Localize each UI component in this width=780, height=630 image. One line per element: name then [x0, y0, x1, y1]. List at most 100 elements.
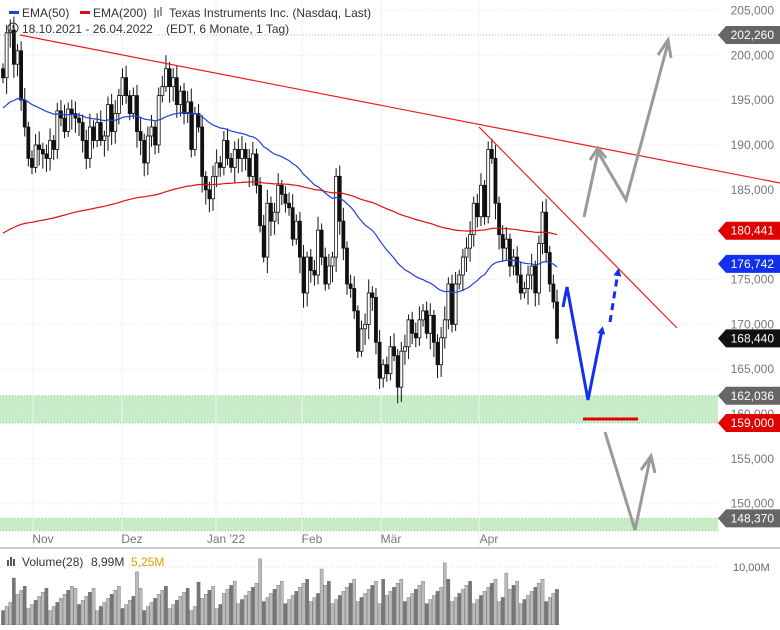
candle [323, 247, 328, 291]
candle-body [37, 144, 42, 150]
volume-bar [519, 603, 523, 626]
candle [384, 356, 389, 382]
candle-body [174, 77, 179, 105]
volume-bar [229, 585, 233, 626]
volume-bar [19, 590, 23, 626]
volume-bar [555, 589, 559, 626]
candle-body [308, 256, 313, 271]
candle [30, 150, 34, 175]
candle [240, 135, 244, 172]
candle [442, 306, 447, 349]
candle-body [145, 135, 150, 164]
volume-bar [95, 610, 99, 626]
candle [283, 186, 288, 213]
candle-body [33, 144, 38, 168]
candle [330, 251, 335, 283]
volume-legend-value: 8,99M [91, 555, 124, 569]
candle [489, 138, 494, 164]
candle [551, 274, 556, 309]
y-tick-label: 195,000 [731, 93, 775, 107]
candle [211, 165, 215, 211]
volume-bar [59, 598, 63, 626]
candle [468, 221, 472, 262]
x-tick-label: Jan '22 [207, 532, 246, 546]
candle [475, 193, 480, 228]
candle [417, 306, 422, 346]
candle [40, 142, 45, 169]
candle-body [142, 140, 147, 164]
candle [229, 153, 234, 173]
candle-body [479, 184, 483, 218]
timezone-label: (EDT, 6 Monate, 1 Tag) [166, 22, 289, 36]
candle-body [377, 341, 382, 379]
candle-body [124, 77, 129, 97]
candle-body [475, 202, 480, 218]
candle [88, 113, 92, 168]
candle [138, 118, 143, 156]
candle-body [127, 95, 132, 114]
candle-body [450, 283, 454, 325]
candle [51, 135, 56, 161]
candle-body [189, 101, 194, 150]
short-term-downtrend-line [478, 126, 678, 329]
period-label: 18.10.2021 - 26.04.2022 [22, 22, 153, 36]
candle [160, 75, 165, 103]
candle-body [153, 126, 157, 146]
volume-bar [544, 601, 548, 626]
volume-bar [22, 585, 27, 626]
candle [142, 133, 147, 177]
candle [471, 196, 476, 247]
volume-bar [537, 583, 541, 626]
candle [131, 87, 136, 119]
candle-body [160, 86, 165, 97]
y-tick-label: 175,000 [731, 272, 775, 286]
candle-body [138, 131, 143, 141]
candle [352, 276, 357, 319]
candle [450, 274, 454, 333]
candle-body [30, 158, 34, 168]
candle-body [4, 32, 9, 79]
ema50-swatch [9, 11, 19, 14]
volume-bar [171, 604, 175, 626]
candle [48, 128, 52, 171]
volume-bar [424, 603, 429, 626]
volume-bar [196, 581, 201, 626]
candle-body [116, 95, 121, 114]
candle [421, 304, 425, 327]
candle [363, 313, 367, 345]
candle-body [214, 162, 219, 177]
candle-body [95, 122, 100, 141]
support-zones [0, 395, 718, 532]
candle [464, 237, 469, 272]
candle-body [98, 122, 103, 141]
candle-body [22, 99, 27, 128]
candle-body [250, 153, 255, 177]
ema200-legend-label: EMA(200) [93, 6, 147, 20]
volume-bar [15, 594, 20, 626]
candle-body [135, 95, 139, 132]
candle [261, 214, 266, 263]
candle-body [403, 346, 407, 352]
volume-bar [475, 599, 480, 626]
price-tag: 168,440 [718, 329, 780, 348]
candle-body [229, 158, 234, 168]
volume-bar [377, 603, 382, 626]
volume-bar [156, 594, 161, 626]
volume-bar [486, 587, 490, 626]
candle [305, 251, 310, 307]
volume-bar [540, 579, 545, 626]
candle-body [91, 126, 96, 141]
volume-bar [88, 592, 92, 626]
candle [250, 141, 255, 186]
price-tag-label: 159,000 [731, 416, 775, 430]
volume-bar [504, 572, 509, 626]
candle-body [457, 274, 462, 285]
candle [276, 173, 281, 225]
volume-bar [225, 589, 230, 626]
candle-body [392, 346, 396, 357]
volume-bar [149, 602, 154, 626]
volume-bar [461, 589, 465, 626]
volume-bar [406, 597, 411, 626]
candle-body [149, 126, 154, 137]
volume-bar [142, 610, 146, 626]
